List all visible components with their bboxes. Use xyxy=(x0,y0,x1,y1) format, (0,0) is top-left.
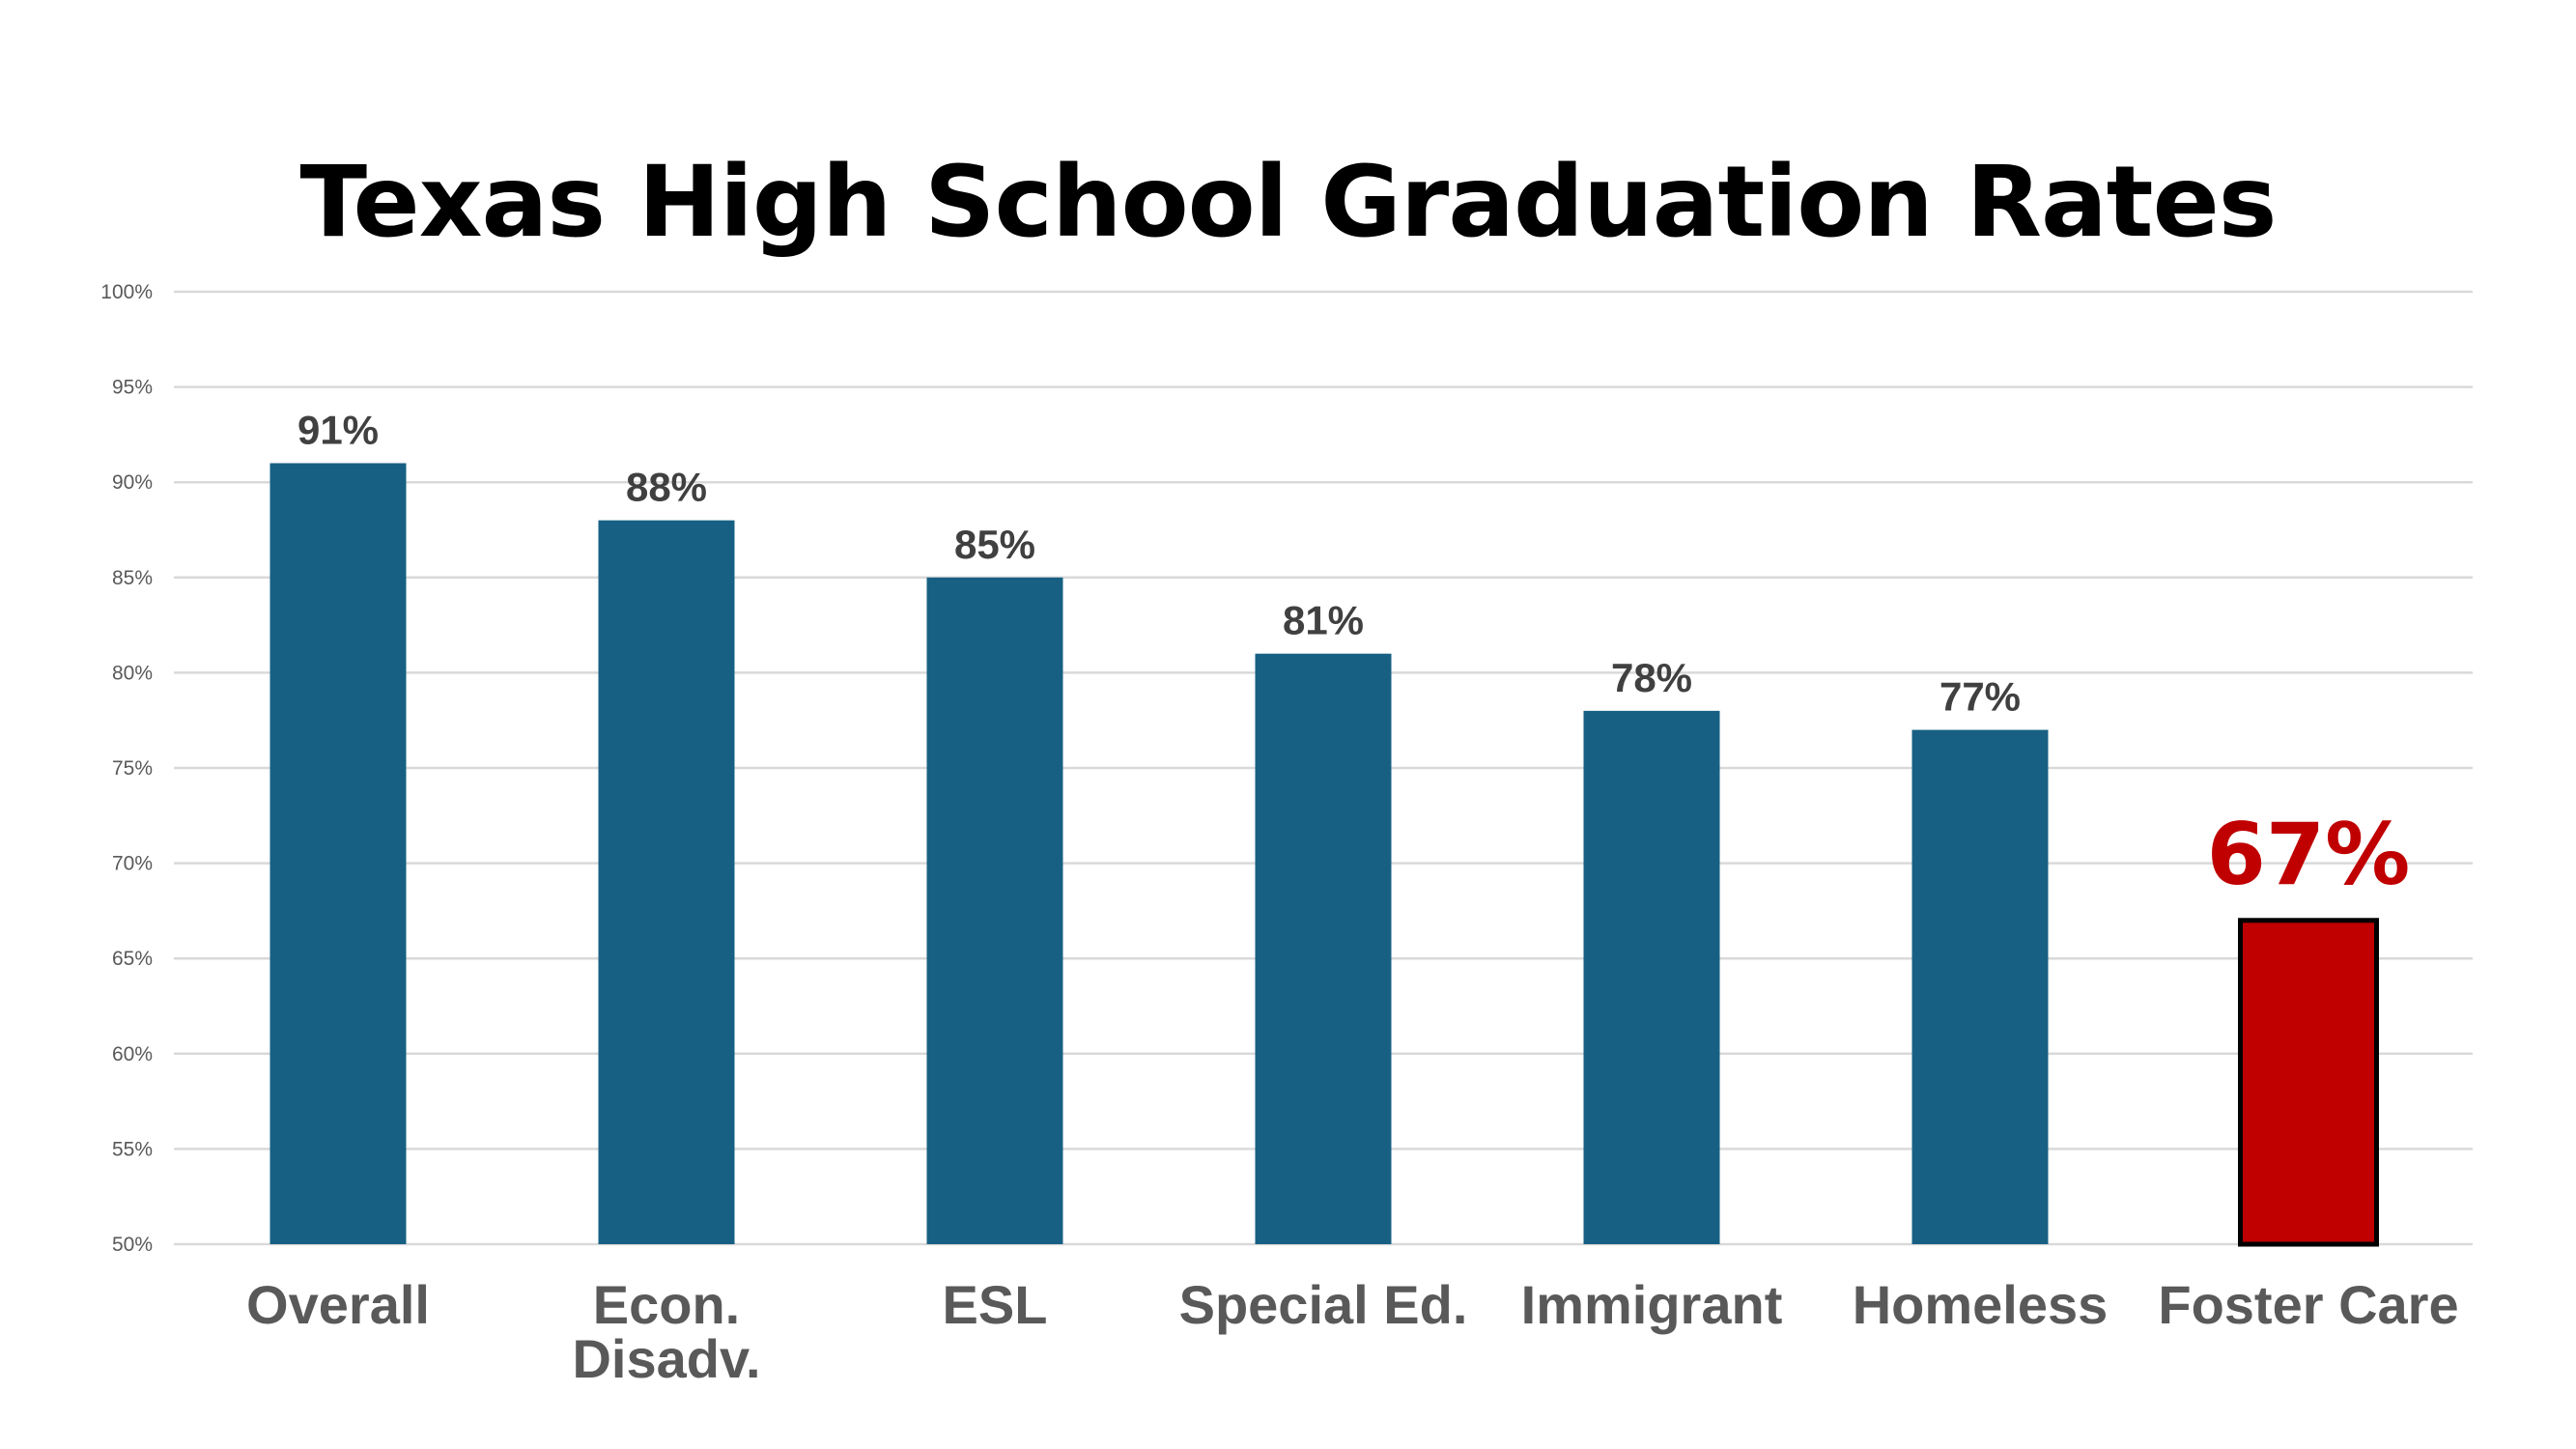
value-label: 77% xyxy=(1939,674,2021,720)
category-labels: Overall Econ.Disadv. ESL Special Ed. Immigra… xyxy=(246,1274,2459,1389)
category-label: ESL xyxy=(943,1274,1048,1335)
category-label: Immigrant xyxy=(1521,1274,1783,1335)
value-label: 91% xyxy=(297,407,379,452)
bar xyxy=(926,577,1063,1244)
bars xyxy=(269,463,2379,1247)
y-tick-label: 70% xyxy=(112,853,153,875)
y-tick-label: 95% xyxy=(112,377,153,399)
y-tick-label: 90% xyxy=(112,471,153,494)
category-label: Homeless xyxy=(1853,1274,2109,1335)
bar xyxy=(1911,729,2049,1244)
category-label: Disadv. xyxy=(572,1328,760,1389)
y-tick-label: 65% xyxy=(112,948,153,970)
bar xyxy=(1583,710,1720,1244)
bar xyxy=(1255,653,1392,1244)
y-tick-label: 75% xyxy=(112,757,153,780)
value-label: 85% xyxy=(954,522,1035,567)
category-label: Econ. xyxy=(593,1274,740,1335)
category-label: Special Ed. xyxy=(1179,1274,1468,1335)
value-label: 67% xyxy=(2207,805,2411,904)
value-label: 81% xyxy=(1283,598,1364,643)
value-label: 88% xyxy=(626,465,707,510)
category-label: Overall xyxy=(246,1274,430,1335)
value-label: 78% xyxy=(1611,655,1692,700)
category-label: Foster Care xyxy=(2158,1274,2458,1335)
bar xyxy=(269,463,407,1245)
bar xyxy=(598,520,735,1244)
value-labels: 91% 88% 85% 81% 78% 77% 67% xyxy=(297,407,2410,903)
chart-title: Texas High School Graduation Rates xyxy=(299,145,2278,260)
y-tick-label: 60% xyxy=(112,1043,153,1065)
y-tick-label: 55% xyxy=(112,1138,153,1160)
y-tick-label: 85% xyxy=(112,567,153,589)
y-tick-label: 80% xyxy=(112,662,153,684)
y-tick-label: 100% xyxy=(100,281,153,303)
bar-highlighted xyxy=(2238,918,2379,1247)
y-axis-ticks: 50% 55% 60% 65% 70% 75% 80% 85% 90% 95% 100% xyxy=(100,281,153,1256)
y-tick-label: 50% xyxy=(112,1234,153,1256)
